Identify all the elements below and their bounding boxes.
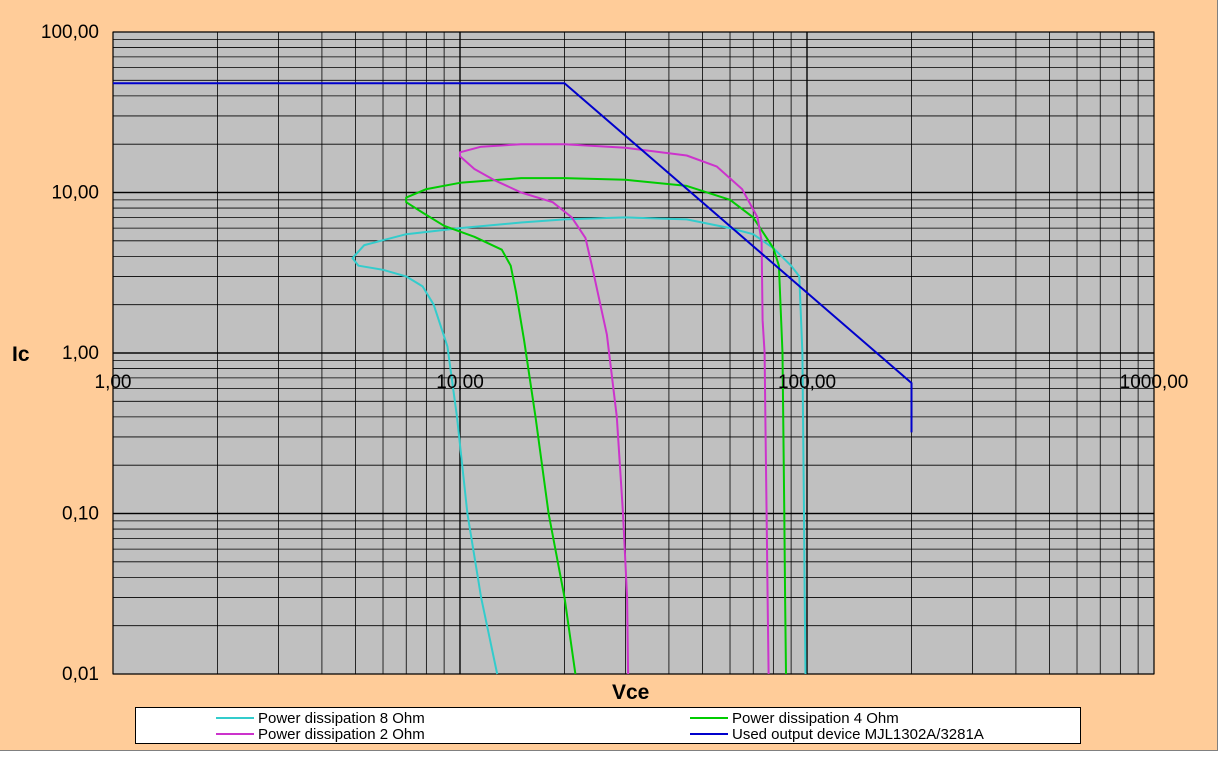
x-tick-label: 1000,00 <box>1120 372 1189 393</box>
x-tick-labels: 1,00 10,00 100,00 1000,00 <box>95 372 1189 393</box>
y-tick-label: 0,01 <box>62 664 99 685</box>
legend-swatch-8-ohm <box>216 717 254 719</box>
legend: Power dissipation 8 Ohm Power dissipatio… <box>135 707 1081 744</box>
series-line-3 <box>113 82 913 433</box>
legend-item-8-ohm: Power dissipation 8 Ohm <box>216 709 425 727</box>
series-line-0 <box>351 216 807 675</box>
series-line-2 <box>459 143 770 675</box>
y-tick-label: 100,00 <box>41 22 99 43</box>
legend-label-output-device: Used output device MJL1302A/3281A <box>732 725 984 743</box>
series-group <box>113 82 913 675</box>
legend-item-output-device: Used output device MJL1302A/3281A <box>690 725 984 743</box>
x-axis-title: Vce <box>612 681 649 704</box>
legend-swatch-2-ohm <box>216 733 254 735</box>
x-tick-label: 10,00 <box>436 372 484 393</box>
series-line-1 <box>405 177 787 675</box>
legend-item-4-ohm: Power dissipation 4 Ohm <box>690 709 899 727</box>
plot-border <box>112 31 1155 675</box>
legend-label-4-ohm: Power dissipation 4 Ohm <box>732 709 899 727</box>
gridlines <box>112 31 1155 675</box>
y-tick-label: 10,00 <box>51 183 99 204</box>
legend-swatch-output-device <box>690 733 728 735</box>
y-tick-label: 1,00 <box>62 343 99 364</box>
legend-label-8-ohm: Power dissipation 8 Ohm <box>258 709 425 727</box>
y-tick-label: 0,10 <box>62 504 99 525</box>
x-tick-label: 1,00 <box>95 372 132 393</box>
y-axis-title: Ic <box>12 343 30 366</box>
y-tick-labels: 100,00 10,00 1,00 0,10 0,01 <box>41 22 99 685</box>
x-tick-label: 100,00 <box>778 372 836 393</box>
legend-swatch-4-ohm <box>690 717 728 719</box>
legend-item-2-ohm: Power dissipation 2 Ohm <box>216 725 425 743</box>
legend-label-2-ohm: Power dissipation 2 Ohm <box>258 725 425 743</box>
